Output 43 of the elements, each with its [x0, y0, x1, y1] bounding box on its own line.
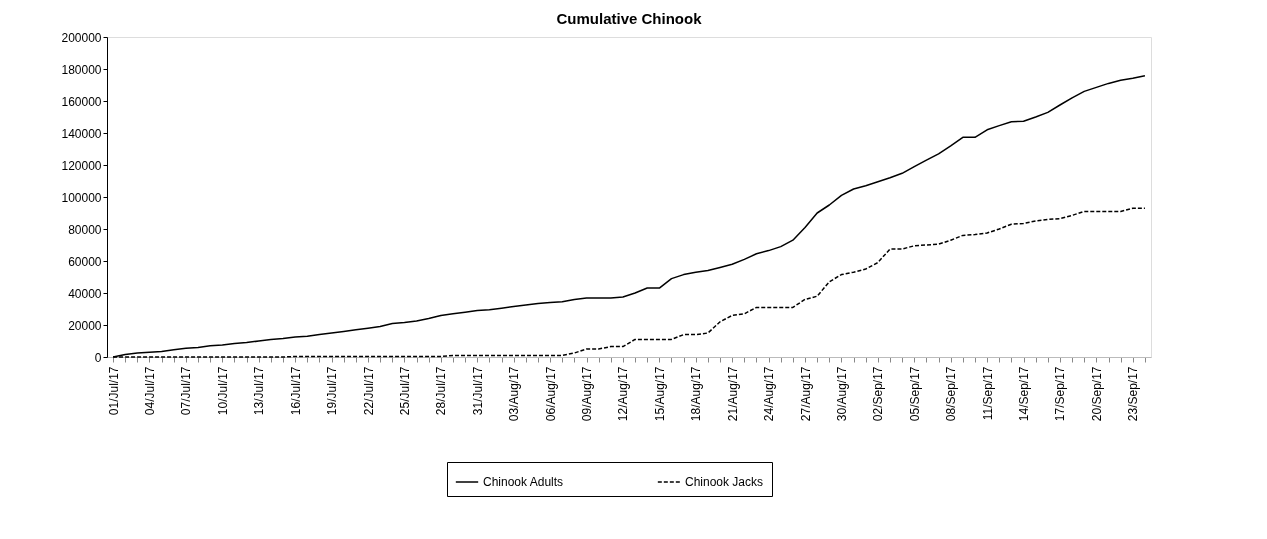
x-tick-label: 13/Jul/17: [252, 366, 267, 416]
x-tick-label: 06/Aug/17: [543, 366, 558, 422]
x-tick-label: 28/Jul/17: [434, 366, 449, 416]
x-tick-label: 10/Jul/17: [215, 366, 230, 416]
x-tick-label: 25/Jul/17: [397, 366, 412, 416]
x-tick-label: 22/Jul/17: [361, 366, 376, 416]
legend-label: Chinook Jacks: [685, 475, 764, 489]
legend-label: Chinook Adults: [483, 475, 564, 489]
x-tick-label: 23/Sep/17: [1126, 366, 1141, 422]
x-tick-label: 12/Aug/17: [616, 366, 631, 422]
y-tick-label: 0: [94, 350, 102, 365]
x-tick-label: 27/Aug/17: [798, 366, 813, 422]
y-tick-label: 140000: [61, 126, 102, 141]
y-tick-label: 100000: [61, 190, 102, 205]
x-tick-label: 09/Aug/17: [580, 366, 595, 422]
x-tick-label: 31/Jul/17: [470, 366, 485, 416]
y-tick-label: 80000: [68, 222, 102, 237]
y-tick-label: 160000: [61, 94, 102, 109]
x-tick-label: 19/Jul/17: [325, 366, 340, 416]
y-tick-label: 200000: [61, 30, 102, 45]
x-tick-label: 17/Sep/17: [1053, 366, 1068, 422]
x-tick-label: 21/Aug/17: [725, 366, 740, 422]
x-tick-label: 20/Sep/17: [1089, 366, 1104, 422]
x-tick-label: 11/Sep/17: [980, 366, 995, 421]
x-tick-label: 18/Aug/17: [689, 366, 704, 422]
x-tick-label: 08/Sep/17: [944, 366, 959, 422]
x-tick-label: 16/Jul/17: [288, 366, 303, 416]
y-tick-label: 180000: [61, 62, 102, 77]
x-tick-label: 01/Jul/17: [106, 366, 121, 416]
x-tick-label: 04/Jul/17: [142, 366, 157, 416]
x-tick-label: 14/Sep/17: [1017, 366, 1032, 422]
y-tick-label: 60000: [68, 254, 102, 269]
y-tick-label: 20000: [68, 318, 102, 333]
y-tick-label: 40000: [68, 286, 102, 301]
x-tick-label: 02/Sep/17: [871, 366, 886, 422]
chart-title: Cumulative Chinook: [556, 10, 703, 27]
y-tick-label: 120000: [61, 158, 102, 173]
x-tick-label: 07/Jul/17: [179, 366, 194, 416]
x-tick-label: 15/Aug/17: [652, 366, 667, 422]
x-tick-label: 03/Aug/17: [507, 366, 522, 422]
x-tick-label: 30/Aug/17: [834, 366, 849, 422]
x-tick-label: 24/Aug/17: [762, 366, 777, 422]
x-tick-label: 05/Sep/17: [907, 366, 922, 422]
